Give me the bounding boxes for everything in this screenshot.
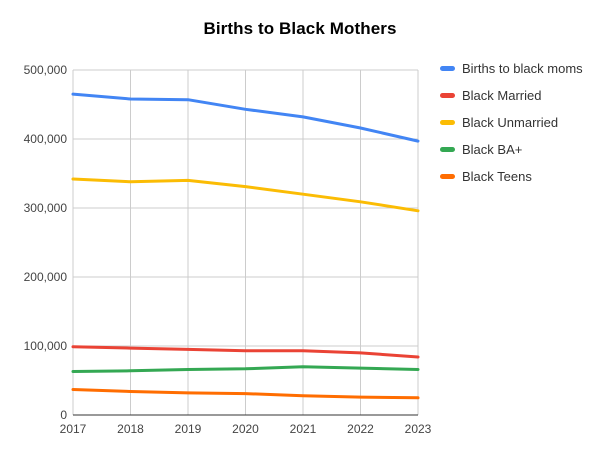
x-tick-label: 2021 [290,422,317,436]
y-tick-label: 100,000 [24,339,68,353]
x-tick-label: 2022 [347,422,374,436]
y-tick-label: 400,000 [24,132,68,146]
series-line-black-teens [71,388,420,400]
x-tick-label: 2018 [117,422,144,436]
series-line-black-unmarried [71,177,420,213]
legend-label: Black BA+ [462,142,523,157]
legend-item: Black Teens [440,168,583,185]
legend: Births to black moms Black Married Black U… [440,60,583,195]
y-tick-label: 300,000 [24,201,68,215]
legend-swatch-icon [440,174,455,179]
legend-swatch-icon [440,147,455,152]
y-tick-label: 0 [60,408,67,422]
legend-item: Black BA+ [440,141,583,158]
legend-item: Black Married [440,87,583,104]
y-tick-label: 200,000 [24,270,68,284]
legend-swatch-icon [440,120,455,125]
legend-label: Black Married [462,88,542,103]
legend-item: Births to black moms [440,60,583,77]
series-line-births-to-black-moms [71,92,420,143]
chart-title: Births to Black Mothers [203,19,397,38]
legend-label: Black Teens [462,169,532,184]
x-tick-label: 2019 [175,422,202,436]
x-tick-label: 2017 [60,422,87,436]
series-line-black-ba- [71,365,420,373]
series-line-black-married [71,345,420,359]
legend-label: Births to black moms [462,61,583,76]
legend-swatch-icon [440,66,455,71]
x-tick-label: 2020 [232,422,259,436]
x-tick-label: 2023 [405,422,432,436]
legend-swatch-icon [440,93,455,98]
legend-label: Black Unmarried [462,115,559,130]
y-tick-label: 500,000 [24,63,68,77]
legend-item: Black Unmarried [440,114,583,131]
